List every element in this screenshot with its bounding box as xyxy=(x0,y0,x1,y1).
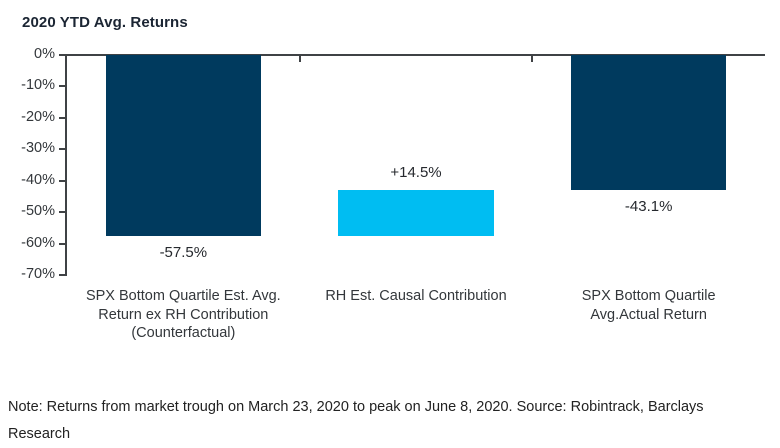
bar-value-label: +14.5% xyxy=(390,164,442,182)
bar-value-label: -57.5% xyxy=(159,243,208,261)
y-axis-tick xyxy=(59,242,65,245)
y-tick-label: -50% xyxy=(21,203,55,220)
plot-area: 0% -10% -20% -30% -40% -50% -60% -70% -57.5% SPX … xyxy=(21,46,771,343)
y-tick-label: -70% xyxy=(21,266,55,282)
bar xyxy=(105,55,261,236)
bar-value-label: -43.1% xyxy=(624,198,673,216)
note-line-2: Research xyxy=(8,426,71,442)
y-tick-label: -60% xyxy=(21,234,55,251)
y-axis-tick xyxy=(59,211,65,214)
y-tick-label: -10% xyxy=(21,77,55,94)
category-label: SPX Bottom Quartile Avg.Actual Return xyxy=(526,287,771,324)
bar xyxy=(571,55,727,191)
y-axis-tick xyxy=(59,179,65,182)
category-label: RH Est. Causal Contribution xyxy=(294,287,539,306)
source-note: Note: Returns from market trough on Marc… xyxy=(8,394,768,448)
y-tick-label: 0% xyxy=(34,46,55,62)
y-axis-tick xyxy=(59,85,65,88)
x-axis-tick xyxy=(298,55,301,62)
category-label-line: Avg.Actual Return xyxy=(590,306,707,323)
category-label-line: SPX Bottom Quartile Est. Avg. xyxy=(85,288,281,304)
category-label-line: RH Est. Causal Contribution xyxy=(325,288,507,304)
x-axis-tick xyxy=(531,55,534,62)
y-axis-tick xyxy=(59,54,65,56)
category-label: SPX Bottom Quartile Est. Avg. Return ex R… xyxy=(61,287,306,343)
category-label-line: Return ex RH Contribution xyxy=(98,306,269,323)
y-axis-line xyxy=(65,54,67,276)
y-tick-label: -20% xyxy=(21,108,55,125)
y-axis-tick xyxy=(59,116,65,119)
y-axis-tick xyxy=(59,148,65,151)
chart-title: 2020 YTD Avg. Returns xyxy=(22,14,188,31)
y-tick-label: -30% xyxy=(21,140,55,157)
y-tick-label: -40% xyxy=(21,171,55,188)
category-label-line: (Counterfactual) xyxy=(131,325,236,341)
category-label-line: SPX Bottom Quartile xyxy=(581,288,716,304)
note-line-1: Note: Returns from market trough on Marc… xyxy=(8,399,704,415)
y-axis-tick xyxy=(59,274,65,276)
x-axis-line xyxy=(67,54,765,56)
bar xyxy=(338,190,494,236)
